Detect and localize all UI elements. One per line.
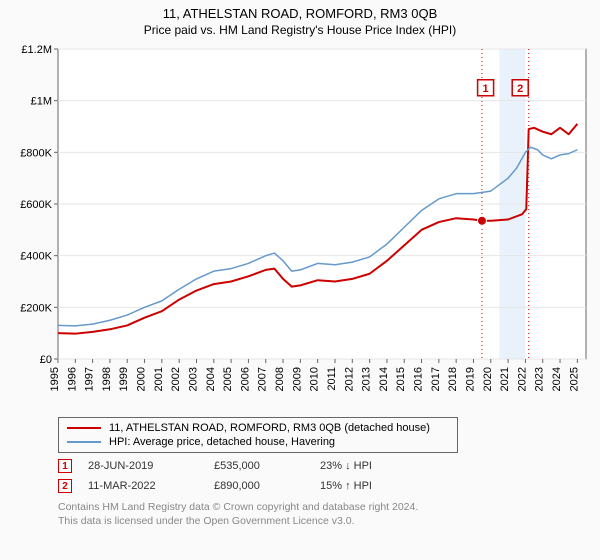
- footer-line-2: This data is licensed under the Open Gov…: [58, 515, 592, 529]
- sale-delta-1: 23% ↓ HPI: [320, 460, 372, 472]
- sale-delta-2: 15% ↑ HPI: [320, 480, 372, 492]
- svg-text:£200K: £200K: [20, 302, 52, 314]
- svg-text:1999: 1999: [118, 367, 130, 391]
- chart-svg: £0 £200K £400K £600K £800K £1M £1.2M 1995 1996 19…: [8, 41, 592, 411]
- svg-text:£1.2M: £1.2M: [21, 44, 52, 56]
- svg-text:2021: 2021: [499, 367, 511, 391]
- svg-text:2004: 2004: [205, 367, 217, 391]
- svg-text:2022: 2022: [516, 367, 528, 391]
- svg-text:1997: 1997: [84, 367, 96, 391]
- sale-row-2: 2 11-MAR-2022 £890,000 15% ↑ HPI: [58, 479, 592, 493]
- svg-text:2011: 2011: [326, 367, 338, 391]
- svg-text:2008: 2008: [274, 367, 286, 391]
- svg-text:2001: 2001: [153, 367, 165, 391]
- svg-text:£0: £0: [40, 354, 52, 366]
- svg-text:£600K: £600K: [20, 199, 52, 211]
- sale-marker-2: 2: [58, 479, 72, 493]
- svg-text:2018: 2018: [447, 367, 459, 391]
- plot-area: £0 £200K £400K £600K £800K £1M £1.2M 1995 1996 19…: [8, 41, 592, 411]
- svg-text:2002: 2002: [170, 367, 182, 391]
- chart-container: 11, ATHELSTAN ROAD, ROMFORD, RM3 0QB Pri…: [0, 0, 600, 560]
- svg-text:1: 1: [483, 83, 489, 95]
- sale-price-2: £890,000: [214, 480, 304, 492]
- svg-text:1996: 1996: [66, 367, 78, 391]
- footer-line-1: Contains HM Land Registry data © Crown c…: [58, 501, 592, 515]
- svg-text:2014: 2014: [378, 367, 390, 391]
- svg-text:2019: 2019: [464, 367, 476, 391]
- legend-label-hpi: HPI: Average price, detached house, Have…: [109, 436, 335, 448]
- svg-text:£1M: £1M: [31, 96, 52, 108]
- legend-item-hpi: HPI: Average price, detached house, Have…: [67, 436, 449, 448]
- legend-item-price-paid: 11, ATHELSTAN ROAD, ROMFORD, RM3 0QB (de…: [67, 422, 449, 434]
- sale-row-1: 1 28-JUN-2019 £535,000 23% ↓ HPI: [58, 459, 592, 473]
- svg-text:£400K: £400K: [20, 251, 52, 263]
- sale-date-2: 11-MAR-2022: [88, 480, 198, 492]
- svg-text:2025: 2025: [568, 367, 580, 391]
- svg-text:2009: 2009: [291, 367, 303, 391]
- svg-text:2: 2: [517, 83, 523, 95]
- legend-swatch-price-paid: [67, 427, 101, 429]
- footer-attribution: Contains HM Land Registry data © Crown c…: [58, 501, 592, 528]
- svg-text:2017: 2017: [430, 367, 442, 391]
- sale-date-1: 28-JUN-2019: [88, 460, 198, 472]
- legend-swatch-hpi: [67, 441, 101, 443]
- svg-text:2013: 2013: [361, 367, 373, 391]
- svg-text:2020: 2020: [482, 367, 494, 391]
- svg-text:£800K: £800K: [20, 147, 52, 159]
- legend: 11, ATHELSTAN ROAD, ROMFORD, RM3 0QB (de…: [58, 417, 458, 453]
- sale-price-1: £535,000: [214, 460, 304, 472]
- svg-text:1998: 1998: [101, 367, 113, 391]
- svg-text:2010: 2010: [309, 367, 321, 391]
- svg-text:2024: 2024: [551, 367, 563, 391]
- svg-text:2006: 2006: [239, 367, 251, 391]
- svg-text:2007: 2007: [257, 367, 269, 391]
- sale-marker-1: 1: [58, 459, 72, 473]
- svg-text:2012: 2012: [343, 367, 355, 391]
- svg-text:2015: 2015: [395, 367, 407, 391]
- svg-text:2016: 2016: [413, 367, 425, 391]
- chart-subtitle: Price paid vs. HM Land Registry's House …: [8, 23, 592, 37]
- svg-text:1995: 1995: [49, 367, 61, 391]
- svg-text:2003: 2003: [187, 367, 199, 391]
- svg-text:2000: 2000: [136, 367, 148, 391]
- svg-text:2005: 2005: [222, 367, 234, 391]
- legend-label-price-paid: 11, ATHELSTAN ROAD, ROMFORD, RM3 0QB (de…: [109, 422, 430, 434]
- chart-title: 11, ATHELSTAN ROAD, ROMFORD, RM3 0QB: [8, 6, 592, 21]
- svg-text:2023: 2023: [534, 367, 546, 391]
